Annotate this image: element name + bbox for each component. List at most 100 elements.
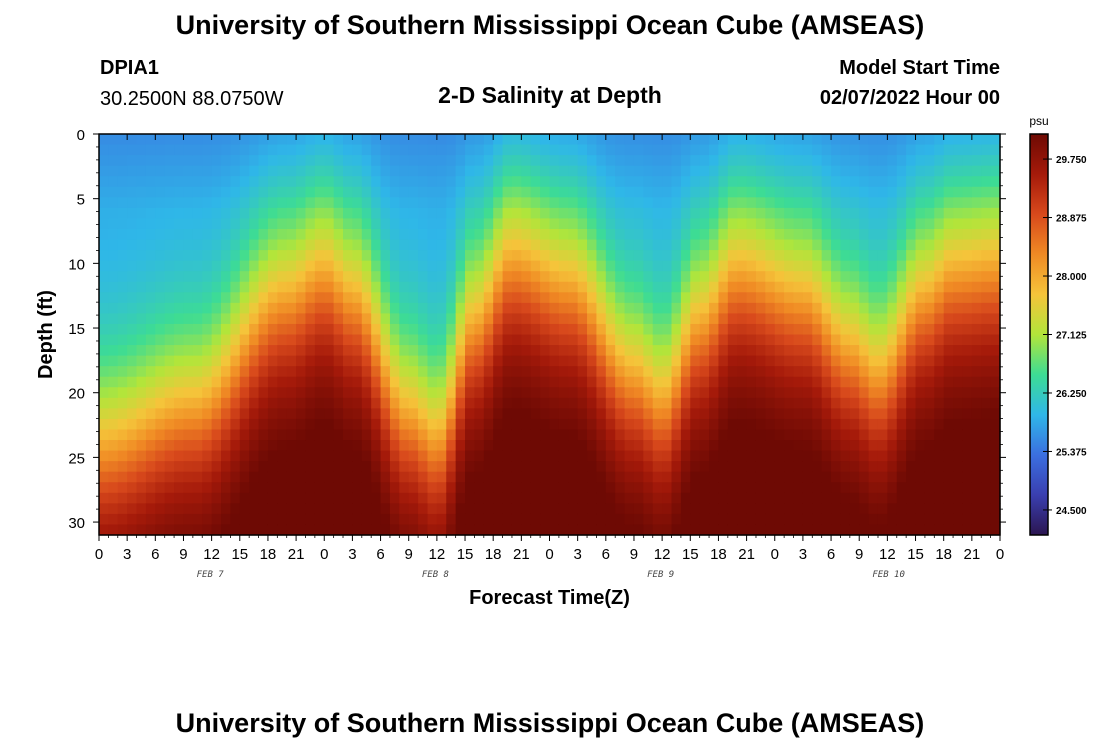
heatmap-cell	[361, 218, 372, 230]
heatmap-cell	[943, 155, 954, 167]
heatmap-cell	[427, 144, 438, 156]
heatmap-cell	[793, 176, 804, 188]
heatmap-cell	[530, 292, 541, 304]
heatmap-cell	[483, 155, 494, 167]
heatmap-cell	[164, 513, 175, 526]
heatmap-cell	[474, 376, 485, 388]
heatmap-cell	[558, 366, 569, 378]
heatmap-cell	[296, 482, 307, 494]
heatmap-cell	[849, 207, 860, 220]
heatmap-cell	[455, 492, 466, 504]
heatmap-cell	[286, 313, 297, 325]
heatmap-cell	[633, 492, 644, 504]
heatmap-cell	[371, 271, 382, 283]
heatmap-cell	[511, 355, 522, 367]
heatmap-cell	[981, 292, 992, 304]
heatmap-cell	[690, 281, 701, 293]
heatmap-cell	[793, 429, 804, 441]
heatmap-cell	[521, 281, 532, 293]
heatmap-cell	[324, 281, 335, 293]
heatmap-cell	[821, 397, 832, 409]
heatmap-cell	[540, 397, 551, 409]
heatmap-cell	[127, 503, 138, 515]
heatmap-cell	[680, 461, 691, 473]
heatmap-cell	[784, 345, 795, 357]
heatmap-cell	[305, 387, 316, 399]
heatmap-cell	[277, 134, 288, 146]
heatmap-cell	[859, 218, 870, 230]
heatmap-cell	[849, 313, 860, 325]
heatmap-cell	[380, 250, 391, 262]
heatmap-cell	[239, 345, 250, 357]
heatmap-cell	[849, 134, 860, 146]
heatmap-cell	[934, 260, 945, 272]
heatmap-cell	[971, 218, 982, 230]
heatmap-cell	[699, 271, 710, 283]
heatmap-cell	[577, 471, 588, 483]
heatmap-cell	[380, 323, 391, 336]
heatmap-cell	[981, 408, 992, 420]
heatmap-cell	[211, 334, 222, 346]
heatmap-cell	[455, 524, 466, 536]
heatmap-cell	[718, 461, 729, 473]
heatmap-cell	[314, 302, 325, 314]
heatmap-cell	[587, 408, 598, 420]
heatmap-cell	[99, 271, 109, 283]
heatmap-cell	[558, 461, 569, 473]
heatmap-cell	[117, 134, 128, 146]
heatmap-cell	[671, 366, 682, 378]
heatmap-cell	[230, 323, 241, 336]
heatmap-cell	[812, 260, 823, 272]
heatmap-cell	[558, 155, 569, 167]
heatmap-cell	[249, 134, 260, 146]
heatmap-cell	[709, 482, 720, 494]
heatmap-cell	[765, 513, 776, 526]
heatmap-cell	[117, 292, 128, 304]
heatmap-cell	[981, 524, 992, 536]
heatmap-cell	[737, 292, 748, 304]
heatmap-cell	[164, 250, 175, 262]
heatmap-cell	[305, 323, 316, 336]
heatmap-cell	[671, 376, 682, 388]
heatmap-cell	[408, 513, 419, 526]
heatmap-cell	[99, 503, 109, 515]
heatmap-cell	[727, 250, 738, 262]
heatmap-cell	[249, 366, 260, 378]
heatmap-cell	[418, 144, 429, 156]
heatmap-cell	[108, 302, 119, 314]
heatmap-cell	[755, 197, 766, 209]
heatmap-cell	[624, 218, 635, 230]
heatmap-cell	[455, 134, 466, 146]
heatmap-cell	[924, 260, 935, 272]
heatmap-cell	[361, 271, 372, 283]
heatmap-cell	[971, 376, 982, 388]
heatmap-cell	[483, 492, 494, 504]
heatmap-cell	[953, 450, 964, 462]
heatmap-cell	[145, 144, 156, 156]
heatmap-cell	[680, 302, 691, 314]
heatmap-cell	[643, 366, 654, 378]
heatmap-cell	[145, 271, 156, 283]
heatmap-cell	[521, 355, 532, 367]
heatmap-cell	[521, 429, 532, 441]
heatmap-cell	[230, 281, 241, 293]
heatmap-cell	[511, 134, 522, 146]
heatmap-cell	[821, 239, 832, 251]
heatmap-cell	[230, 271, 241, 283]
heatmap-cell	[333, 345, 344, 357]
heatmap-cell	[812, 144, 823, 156]
heatmap-cell	[859, 207, 870, 220]
heatmap-cell	[324, 250, 335, 262]
heatmap-cell	[896, 176, 907, 188]
heatmap-cell	[343, 165, 354, 177]
heatmap-cell	[427, 418, 438, 431]
heatmap-cell	[662, 323, 673, 336]
heatmap-cell	[436, 239, 447, 251]
heatmap-cell	[455, 218, 466, 230]
heatmap-cell	[127, 197, 138, 209]
heatmap-cell	[906, 492, 917, 504]
heatmap-cell	[774, 355, 785, 367]
heatmap-cell	[605, 408, 616, 420]
heatmap-cell	[953, 323, 964, 336]
heatmap-cell	[831, 207, 842, 220]
